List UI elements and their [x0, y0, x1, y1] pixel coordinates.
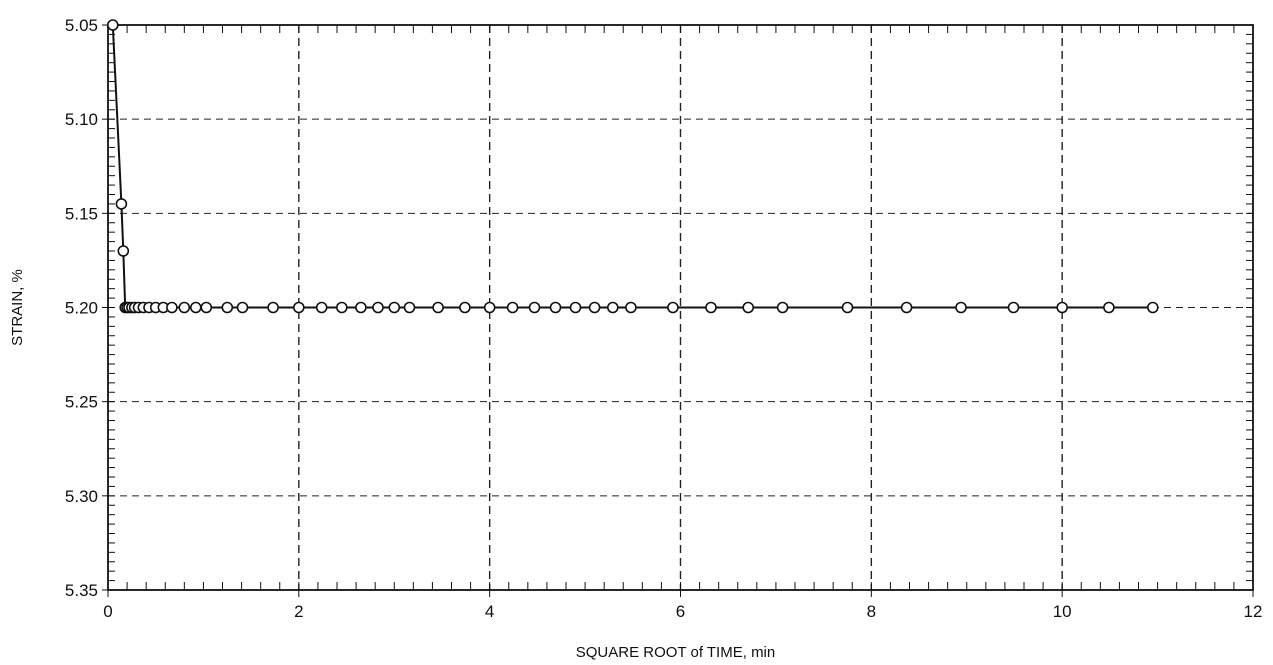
- data-point: [588, 301, 601, 314]
- data-point: [107, 19, 119, 31]
- data-point: [403, 301, 416, 314]
- data-point: [190, 301, 202, 314]
- y-tick-label: 5.25: [65, 393, 98, 412]
- data-point: [1147, 301, 1159, 314]
- data-point: [1007, 301, 1020, 314]
- data-point: [459, 301, 471, 314]
- data-point: [388, 301, 401, 314]
- data-point: [549, 301, 562, 314]
- data-point: [900, 301, 913, 314]
- data-point: [1056, 301, 1068, 314]
- data-point: [955, 301, 967, 314]
- x-tick-label: 6: [676, 602, 685, 621]
- y-tick-label: 5.30: [65, 487, 98, 506]
- data-point: [483, 301, 496, 314]
- data-point: [355, 301, 367, 314]
- minor-ticks: [102, 24, 1254, 597]
- data-point: [115, 198, 128, 210]
- data-point: [625, 301, 637, 314]
- y-tick-label: 5.15: [65, 204, 98, 223]
- y-axis-title: STRAIN, %: [9, 269, 26, 346]
- data-point: [221, 301, 234, 314]
- x-tick-labels: 0 2 4 6 8 10 12: [103, 602, 1262, 621]
- data-point: [335, 301, 348, 314]
- x-tick-label: 10: [1053, 602, 1072, 621]
- x-tick-label: 4: [485, 602, 494, 621]
- data-point: [200, 301, 213, 314]
- data-point: [606, 301, 619, 314]
- y-tick-label: 5.20: [65, 299, 98, 318]
- data-point: [667, 301, 679, 314]
- series-layer: [107, 19, 1159, 314]
- data-point: [236, 301, 249, 314]
- y-tick-label: 5.10: [65, 110, 98, 129]
- data-point: [1103, 301, 1115, 314]
- data-point: [705, 301, 717, 314]
- data-point: [528, 301, 541, 314]
- data-point: [315, 301, 328, 314]
- y-tick-labels: 5.05 5.10 5.15 5.20 5.25 5.30 5.35: [65, 16, 98, 600]
- data-point: [267, 301, 279, 314]
- x-axis-title: SQUARE ROOT of TIME, min: [576, 644, 775, 661]
- data-point: [178, 301, 191, 314]
- data-point: [776, 301, 789, 314]
- data-point: [292, 301, 305, 314]
- y-tick-label: 5.35: [65, 581, 98, 600]
- data-point: [372, 301, 384, 314]
- data-point: [166, 301, 178, 314]
- y-tick-label: 5.05: [65, 16, 98, 35]
- plot-frame: [107, 24, 1254, 591]
- data-point: [432, 301, 444, 314]
- data-point: [506, 301, 519, 314]
- x-tick-label: 0: [103, 602, 112, 621]
- x-tick-label: 8: [867, 602, 876, 621]
- data-point: [117, 245, 130, 257]
- series-line: [111, 24, 1153, 309]
- data-point: [841, 301, 854, 314]
- data-point: [742, 301, 755, 314]
- data-point: [569, 301, 582, 314]
- x-tick-label: 2: [294, 602, 303, 621]
- x-tick-label: 12: [1244, 602, 1263, 621]
